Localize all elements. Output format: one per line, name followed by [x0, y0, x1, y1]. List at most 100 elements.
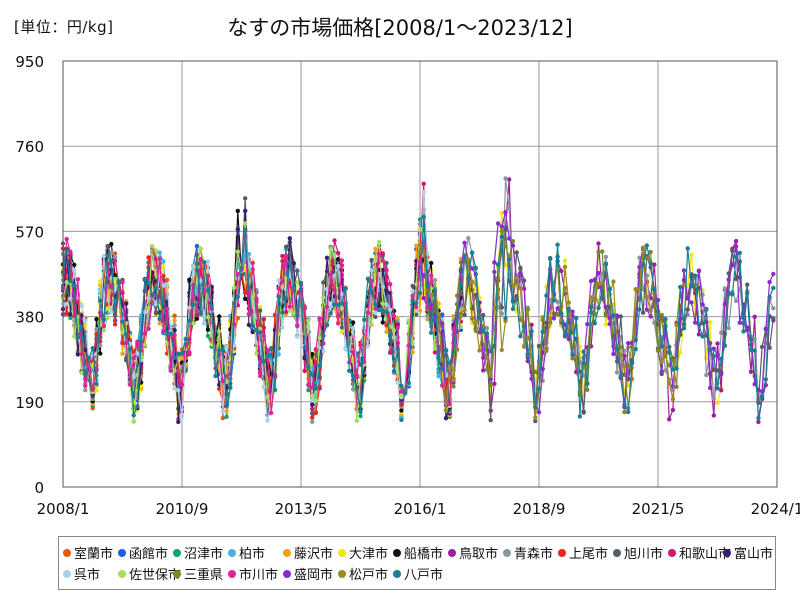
data-point [674, 384, 679, 390]
data-point [466, 257, 471, 262]
legend-swatch [283, 570, 291, 578]
data-point [317, 384, 322, 389]
data-point [414, 243, 419, 248]
data-point [566, 336, 571, 342]
data-point [700, 302, 705, 307]
data-point [503, 316, 508, 321]
data-point [581, 410, 586, 415]
data-point [715, 341, 720, 346]
data-point [596, 241, 601, 246]
data-point [618, 374, 623, 380]
data-point [410, 283, 415, 289]
data-point [354, 375, 359, 380]
data-point [79, 313, 84, 318]
data-point [94, 332, 99, 337]
data-point [112, 251, 118, 256]
data-point [172, 368, 177, 373]
data-point [142, 342, 147, 347]
data-point [198, 311, 203, 316]
data-point [98, 279, 103, 284]
data-point [388, 332, 393, 338]
data-point [336, 251, 341, 256]
data-point [358, 409, 363, 414]
data-point [310, 402, 315, 407]
data-point [469, 316, 475, 321]
data-point [670, 407, 676, 413]
data-point [730, 292, 735, 297]
data-point [109, 259, 114, 264]
data-point [172, 355, 177, 360]
data-point [380, 301, 385, 306]
data-point [555, 242, 560, 247]
data-point [417, 243, 423, 248]
data-point [596, 305, 601, 311]
data-point [68, 249, 73, 254]
data-point [339, 291, 345, 297]
data-point [191, 264, 196, 269]
data-point [681, 282, 687, 287]
data-point [737, 320, 742, 325]
data-point [313, 386, 319, 391]
data-point [611, 279, 616, 284]
data-point [399, 393, 404, 398]
data-point [510, 306, 516, 312]
data-point [105, 315, 110, 321]
data-point [462, 240, 467, 245]
data-point [150, 292, 155, 297]
data-point [153, 285, 159, 291]
data-point [607, 287, 612, 292]
data-point [176, 369, 181, 375]
data-point [477, 315, 482, 321]
data-point [674, 322, 679, 328]
data-point [607, 315, 612, 320]
data-point [164, 331, 170, 336]
legend-item: 上尾市 [558, 543, 608, 562]
data-point [220, 415, 226, 421]
data-point [458, 311, 464, 316]
data-point [291, 285, 296, 290]
data-point [243, 296, 248, 301]
data-point [737, 250, 742, 256]
data-point [622, 402, 627, 407]
data-point [507, 236, 512, 241]
data-point [235, 272, 240, 277]
data-point [466, 236, 471, 241]
data-point [711, 413, 716, 418]
data-point [187, 305, 192, 310]
data-point [321, 333, 326, 338]
data-point [421, 273, 426, 278]
data-point [611, 313, 616, 318]
data-point [626, 341, 631, 346]
data-point [94, 381, 99, 387]
data-point [272, 387, 278, 392]
data-point [771, 285, 776, 291]
data-point [626, 409, 631, 415]
data-point [98, 343, 103, 348]
x-tick-label: 2008/1 [37, 500, 90, 518]
data-point [711, 354, 716, 359]
legend-item: 旭川市 [613, 543, 663, 562]
data-point [369, 289, 374, 294]
data-point [455, 347, 460, 352]
data-point [101, 254, 107, 259]
legend-swatch [393, 549, 401, 557]
y-tick-label: 190 [15, 394, 44, 412]
data-point [127, 346, 133, 352]
data-point [570, 324, 575, 329]
data-point [224, 414, 229, 419]
data-point [759, 394, 765, 399]
x-tick-label: 2013/5 [275, 500, 328, 518]
data-point [332, 238, 337, 243]
data-point [328, 246, 333, 252]
legend-label: 佐世保市 [129, 568, 182, 583]
data-point [637, 307, 642, 312]
data-point [722, 302, 728, 307]
data-point [514, 275, 519, 281]
data-point [373, 302, 378, 307]
data-point [533, 415, 538, 420]
data-point [332, 302, 337, 307]
data-point [600, 249, 605, 254]
data-point [164, 282, 170, 287]
data-point [295, 334, 300, 339]
data-point [689, 284, 694, 289]
